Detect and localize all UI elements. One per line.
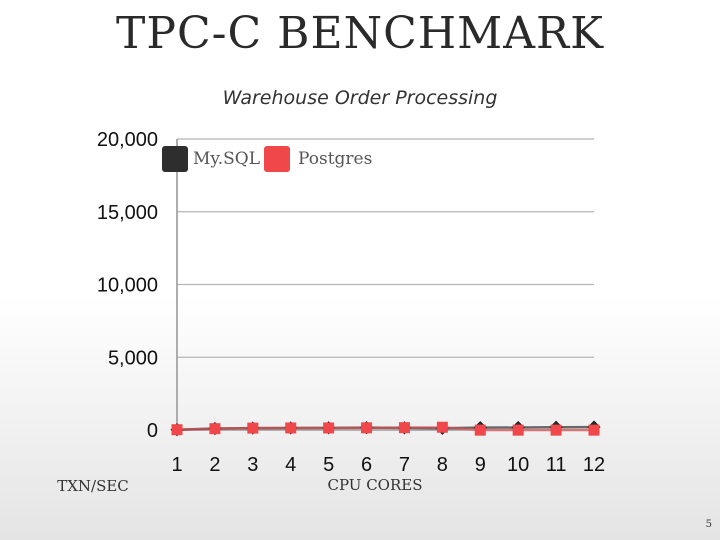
y-axis-title: TXN/SEC	[57, 477, 129, 495]
legend-swatch-mysql	[162, 146, 188, 172]
data-point-postgres	[550, 424, 562, 436]
legend: My.SQL Postgres	[162, 146, 372, 172]
data-point-postgres	[209, 423, 221, 435]
y-tick-label: 0	[147, 420, 158, 442]
x-tick-label: 11	[546, 454, 567, 476]
x-tick-label: 9	[475, 454, 486, 476]
series-line-postgres	[176, 425, 594, 432]
data-point-postgres	[247, 422, 259, 434]
data-point-postgres	[588, 424, 600, 436]
x-tick-label: 3	[247, 454, 258, 476]
page-number: 5	[705, 519, 712, 530]
gridlines	[177, 138, 594, 358]
data-point-postgres	[512, 424, 524, 436]
legend-label-postgres: Postgres	[298, 149, 372, 169]
x-tick-label: 4	[285, 454, 296, 476]
y-tick-label: 5,000	[108, 347, 158, 369]
data-point-postgres	[171, 424, 183, 436]
x-tick-label: 7	[399, 454, 410, 476]
data-point-postgres	[285, 422, 297, 434]
y-tick-label: 15,000	[97, 202, 158, 224]
x-tick-label: 2	[209, 454, 220, 476]
data-point-postgres	[323, 422, 335, 434]
data-point-postgres	[436, 421, 448, 433]
x-tick-label: 6	[361, 454, 372, 476]
legend-label-mysql: My.SQL	[193, 149, 260, 169]
x-tick-label: 8	[437, 454, 448, 476]
x-tick-labels: 1 2 3 4 5 6 7 8 9 10 11 12	[171, 454, 605, 476]
legend-swatch-postgres	[264, 146, 290, 172]
x-tick-label: 12	[583, 454, 605, 476]
slide-title: TPC-C BENCHMARK	[116, 8, 604, 59]
x-axis-title: CPU CORES	[327, 476, 422, 494]
series-lines	[170, 420, 601, 437]
y-tick-label: 10,000	[97, 275, 158, 297]
x-tick-label: 1	[171, 454, 182, 476]
data-point-postgres	[361, 422, 373, 434]
data-point-postgres	[398, 422, 410, 434]
x-tick-label: 10	[507, 454, 529, 476]
y-tick-label: 20,000	[97, 129, 158, 151]
data-point-postgres	[474, 424, 486, 436]
chart-subtitle: Warehouse Order Processing	[223, 87, 498, 109]
y-tick-labels: 0 5,000 10,000 15,000 20,000	[97, 129, 158, 442]
x-tick-label: 5	[323, 454, 334, 476]
